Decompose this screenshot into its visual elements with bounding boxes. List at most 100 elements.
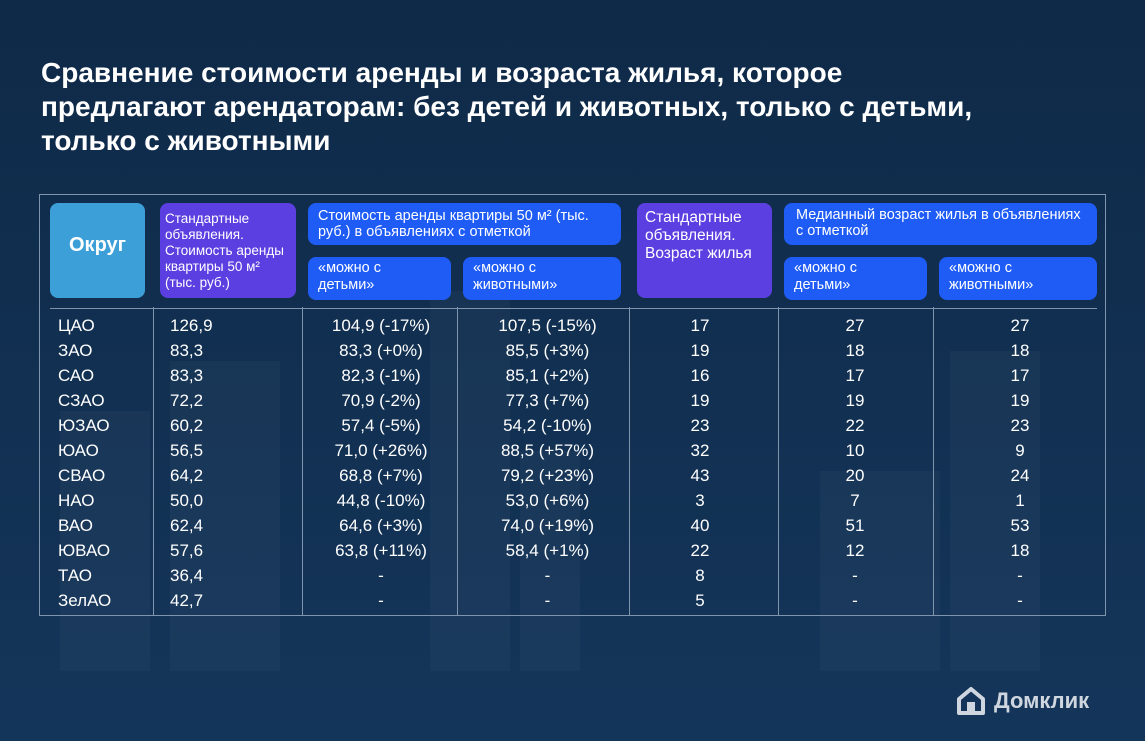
cell-okrug: СЗАО [58, 391, 105, 410]
cell-age-children: - [852, 566, 858, 585]
cell-standard-age: 40 [690, 516, 710, 535]
column-divider [457, 307, 458, 615]
logo-text: Домклик [994, 688, 1090, 713]
cell-price-children: - [378, 566, 384, 585]
column-divider [302, 307, 303, 615]
cell-standard-price: 56,5 [170, 441, 204, 460]
table-body: ЦАО 126,9 104,9 (-17%) 107,5 (-15%) 17 27 27 ЗА… [40, 314, 1107, 614]
cell-standard-price: 42,7 [170, 591, 204, 610]
cell-standard-age: 32 [690, 441, 710, 460]
header-standard-age: Стандартные объявления. Возраст жилья [637, 203, 772, 298]
cell-standard-age: 5 [695, 591, 705, 610]
comparison-table: Округ Стандартные объявления. Стоимость … [39, 194, 1106, 616]
cell-standard-price: 57,6 [170, 541, 204, 560]
cell-okrug: САО [58, 366, 95, 385]
cell-standard-age: 43 [690, 466, 710, 485]
cell-price-animals: - [544, 566, 551, 585]
cell-standard-price: 64,2 [170, 466, 204, 485]
cell-standard-age: 17 [690, 316, 710, 335]
cell-standard-age: 3 [695, 491, 705, 510]
house-icon [957, 687, 985, 715]
cell-age-animals: - [1017, 591, 1023, 610]
cell-okrug: ЗАО [58, 341, 93, 360]
cell-age-animals: - [1017, 566, 1023, 585]
cell-price-animals: 88,5 (+57%) [500, 441, 595, 460]
cell-standard-age: 16 [690, 366, 710, 385]
cell-price-animals: 77,3 (+7%) [505, 391, 590, 410]
cell-age-animals: 9 [1015, 441, 1025, 460]
cell-age-children: 51 [845, 516, 865, 535]
header-standard-price: Стандартные объявления. Стоимость аренды… [160, 203, 296, 298]
cell-age-animals: 19 [1010, 391, 1030, 410]
brand-logo: Домклик [956, 686, 1089, 716]
cell-age-animals: 24 [1010, 466, 1030, 485]
cell-age-animals: 27 [1010, 316, 1030, 335]
table-row: САО 83,3 82,3 (-1%) 85,1 (+2%) 16 17 17 [40, 364, 1107, 389]
cell-okrug: ВАО [58, 516, 93, 535]
cell-okrug: ЦАО [58, 316, 95, 335]
cell-price-children: 104,9 (-17%) [331, 316, 431, 335]
header-age-group: Медианный возраст жилья в объявлениях с … [784, 203, 1097, 245]
cell-standard-age: 8 [695, 566, 705, 585]
cell-age-animals: 1 [1015, 491, 1025, 510]
cell-standard-price: 60,2 [170, 416, 204, 435]
table-row: СВАО 64,2 68,8 (+7%) 79,2 (+23%) 43 20 24 [40, 464, 1107, 489]
column-divider [629, 307, 630, 615]
cell-price-children: 71,0 (+26%) [334, 441, 428, 460]
cell-price-children: 70,9 (-2%) [341, 391, 421, 410]
header-divider [50, 308, 1097, 309]
cell-age-children: 7 [850, 491, 860, 510]
cell-price-children: 83,3 (+0%) [339, 341, 423, 360]
cell-age-children: - [852, 591, 858, 610]
table-row: НАО 50,0 44,8 (-10%) 53,0 (+6%) 3 7 1 [40, 489, 1107, 514]
cell-price-animals: 53,0 (+6%) [505, 491, 590, 510]
cell-age-children: 27 [845, 316, 865, 335]
header-price-children: «можно с детьми» [308, 257, 451, 300]
cell-price-children: 44,8 (-10%) [336, 491, 426, 510]
header-price-group: Стоимость аренды квартиры 50 м² (тыс. ру… [308, 203, 621, 245]
cell-okrug: ЮАО [58, 441, 99, 460]
cell-standard-age: 23 [690, 416, 710, 435]
cell-okrug: ЮВАО [58, 541, 111, 560]
page-title: Сравнение стоимости аренды и возраста жи… [41, 57, 973, 156]
column-divider [778, 307, 779, 615]
header-age-children: «можно с детьми» [784, 257, 927, 300]
cell-okrug: ЮЗАО [58, 416, 110, 435]
table-row: ТАО 36,4 - - 8 - - [40, 564, 1107, 589]
cell-age-children: 22 [845, 416, 865, 435]
cell-standard-price: 72,2 [170, 391, 204, 410]
table-row: СЗАО 72,2 70,9 (-2%) 77,3 (+7%) 19 19 19 [40, 389, 1107, 414]
column-divider [933, 307, 934, 615]
cell-price-children: 57,4 (-5%) [341, 416, 421, 435]
cell-age-children: 10 [845, 441, 865, 460]
cell-age-children: 18 [845, 341, 865, 360]
header-price-animals: «можно с животными» [463, 257, 621, 300]
table-row: ЦАО 126,9 104,9 (-17%) 107,5 (-15%) 17 27 27 [40, 314, 1107, 339]
cell-standard-price: 50,0 [170, 491, 204, 510]
cell-price-animals: 54,2 (-10%) [503, 416, 592, 435]
cell-age-children: 12 [845, 541, 865, 560]
cell-standard-price: 36,4 [170, 566, 204, 585]
cell-standard-age: 22 [690, 541, 710, 560]
cell-age-children: 20 [845, 466, 865, 485]
cell-age-children: 19 [845, 391, 865, 410]
cell-price-animals: 79,2 (+23%) [500, 466, 595, 485]
cell-age-animals: 53 [1010, 516, 1030, 535]
table-row: ЮАО 56,5 71,0 (+26%) 88,5 (+57%) 32 10 9 [40, 439, 1107, 464]
table-row: ВАО 62,4 64,6 (+3%) 74,0 (+19%) 40 51 53 [40, 514, 1107, 539]
cell-price-children: 63,8 (+11%) [335, 541, 427, 560]
cell-price-children: 82,3 (-1%) [341, 366, 421, 385]
cell-price-animals: 107,5 (-15%) [498, 316, 597, 335]
cell-age-animals: 18 [1010, 541, 1030, 560]
cell-okrug: СВАО [58, 466, 106, 485]
cell-price-animals: 85,1 (+2%) [505, 366, 590, 385]
cell-standard-age: 19 [690, 341, 710, 360]
cell-standard-price: 126,9 [170, 316, 213, 335]
cell-price-animals: 58,4 (+1%) [505, 541, 590, 560]
cell-price-animals: 85,5 (+3%) [505, 341, 590, 360]
cell-price-children: - [378, 591, 384, 610]
table-row: ЗелАО 42,7 - - 5 - - [40, 589, 1107, 614]
header-okrug: Округ [50, 203, 145, 298]
cell-okrug: НАО [58, 491, 95, 510]
cell-age-children: 17 [845, 366, 865, 385]
